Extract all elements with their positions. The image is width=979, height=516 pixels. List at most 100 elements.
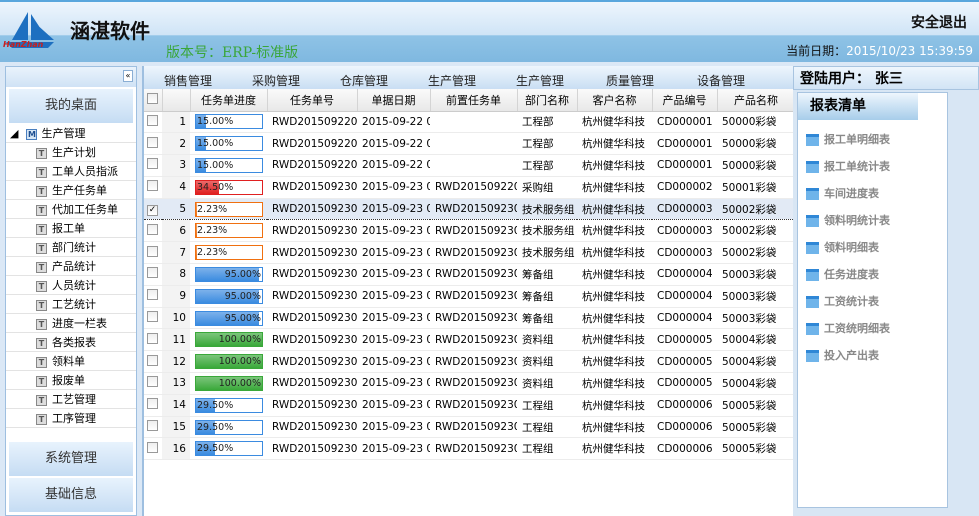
tab-5[interactable]: 质量管理 [605, 74, 654, 88]
report-item[interactable]: 工资统计表 [798, 288, 947, 315]
tree-item[interactable]: T 工单人员指派 [6, 162, 136, 181]
tree-item[interactable]: T 报废单 [6, 371, 136, 390]
column-header[interactable]: 任务单进度 [190, 89, 268, 112]
row-checkbox-cell[interactable] [144, 154, 162, 177]
row-checkbox[interactable] [147, 223, 158, 235]
select-all-checkbox[interactable] [147, 92, 159, 104]
table-row[interactable]: 13 100.00% RWD201509230062015-09-23 0...RW… [144, 372, 795, 395]
row-checkbox[interactable] [147, 136, 158, 148]
collapse-sidebar-button[interactable]: « [123, 70, 133, 82]
table-row[interactable]: 3 15.00% RWD201509220132015-09-22 0... 工程部杭… [144, 154, 795, 177]
calendar-icon [806, 242, 819, 254]
report-item[interactable]: 报工单统计表 [798, 153, 947, 180]
tree-item[interactable]: T 生产计划 [6, 143, 136, 162]
table-row[interactable]: 14 29.50% RWD201509230072015-09-23 0...RWD… [144, 394, 795, 417]
report-item[interactable]: 车间进度表 [798, 180, 947, 207]
row-checkbox[interactable] [147, 180, 158, 192]
tree-item[interactable]: T 领料单 [6, 352, 136, 371]
tree-item[interactable]: T 工艺管理 [6, 390, 136, 409]
row-checkbox-cell[interactable] [144, 176, 162, 199]
row-checkbox-cell[interactable] [144, 111, 162, 134]
tab-4[interactable]: 生产管理 [515, 74, 564, 88]
row-checkbox[interactable] [147, 354, 158, 366]
row-checkbox[interactable] [147, 420, 158, 432]
table-row[interactable]: 10 95.00% RWD201509230052015-09-23 0...RWD… [144, 307, 795, 330]
row-checkbox[interactable] [147, 332, 158, 344]
row-checkbox[interactable] [147, 376, 158, 388]
row-checkbox[interactable] [147, 441, 158, 453]
tab-3[interactable]: 生产管理 [427, 74, 476, 88]
cell-code: CD000005 [652, 372, 717, 395]
row-checkbox[interactable] [147, 114, 158, 126]
table-row[interactable]: 16 29.50% RWD201509230072015-09-23 0...RWD… [144, 437, 795, 461]
row-checkbox-cell[interactable]: ✓ [144, 197, 162, 221]
row-checkbox[interactable] [147, 311, 158, 323]
table-row[interactable]: 12 100.00% RWD201509230062015-09-23 0...RW… [144, 350, 795, 374]
row-checkbox-cell[interactable] [144, 241, 162, 265]
tree-item[interactable]: T 进度一栏表 [6, 314, 136, 333]
row-number: 4 [162, 176, 190, 199]
table-row[interactable]: 7 2.23% RWD201509230042015-09-23 0...RWD20… [144, 241, 795, 265]
tree-item[interactable]: T 工序管理 [6, 409, 136, 428]
tree-item[interactable]: T 代加工任务单 [6, 200, 136, 219]
select-all-header[interactable] [144, 89, 163, 112]
table-row[interactable]: 11 100.00% RWD201509230062015-09-23 0...RW… [144, 328, 795, 352]
tree-item[interactable]: T 生产任务单 [6, 181, 136, 200]
tree-item[interactable]: T 各类报表 [6, 333, 136, 352]
column-header[interactable]: 前置任务单 [430, 89, 518, 112]
row-checkbox-cell[interactable] [144, 263, 162, 286]
tree-item[interactable]: T 部门统计 [6, 238, 136, 257]
table-row[interactable]: ✓ 5 2.23% RWD201509230042015-09-23 0...RWD2… [144, 197, 795, 221]
column-header[interactable]: 产品编号 [652, 89, 718, 112]
sidebar-basic-info-button[interactable]: 基础信息 [9, 478, 133, 512]
table-row[interactable]: 2 15.00% RWD201509220132015-09-22 0... 工程部杭… [144, 132, 795, 156]
row-checkbox-cell[interactable] [144, 219, 162, 243]
cell-name: 50003彩袋 [717, 263, 795, 286]
row-checkbox-cell[interactable] [144, 285, 162, 308]
row-checkbox[interactable]: ✓ [147, 204, 158, 216]
table-row[interactable]: 1 15.00% RWD201509220132015-09-22 0... 工程部杭… [144, 111, 795, 134]
report-item[interactable]: 领料明细表 [798, 234, 947, 261]
row-checkbox[interactable] [147, 158, 158, 170]
row-checkbox-cell[interactable] [144, 372, 162, 395]
tab-0[interactable]: 销售管理 [163, 74, 212, 88]
tree-item[interactable]: T 产品统计 [6, 257, 136, 276]
row-checkbox-cell[interactable] [144, 394, 162, 417]
row-checkbox-cell[interactable] [144, 328, 162, 352]
row-checkbox[interactable] [147, 398, 158, 410]
tab-2[interactable]: 仓库管理 [339, 74, 388, 88]
row-checkbox-cell[interactable] [144, 416, 162, 439]
report-item[interactable]: 领料明统计表 [798, 207, 947, 234]
table-row[interactable]: 8 95.00% RWD201509230052015-09-23 0...RWD2… [144, 263, 795, 286]
progress-text: 29.50% [197, 421, 234, 433]
table-row[interactable]: 15 29.50% RWD201509230072015-09-23 0...RWD… [144, 416, 795, 439]
row-checkbox-cell[interactable] [144, 350, 162, 374]
column-header[interactable]: 产品名称 [717, 89, 796, 112]
tab-1[interactable]: 采购管理 [251, 74, 300, 88]
tree-item[interactable]: T 工艺统计 [6, 295, 136, 314]
tree-root-production[interactable]: ◢ M 生产管理 [6, 125, 136, 143]
logout-button[interactable]: 安全退出 [911, 15, 967, 31]
row-checkbox[interactable] [147, 245, 158, 257]
column-header[interactable]: 单据日期 [357, 89, 431, 112]
column-header[interactable]: 任务单号 [267, 89, 358, 112]
sidebar-system-button[interactable]: 系统管理 [9, 442, 133, 476]
sidebar-desktop-button[interactable]: 我的桌面 [9, 89, 133, 123]
column-header[interactable]: 部门名称 [517, 89, 578, 112]
report-item[interactable]: 工资统明细表 [798, 315, 947, 342]
report-item[interactable]: 报工单明细表 [798, 126, 947, 153]
row-checkbox-cell[interactable] [144, 437, 162, 461]
table-row[interactable]: 4 34.50% RWD201509230032015-09-23 0...RWD2… [144, 176, 795, 199]
report-item[interactable]: 投入产出表 [798, 342, 947, 369]
tab-6[interactable]: 设备管理 [696, 74, 745, 88]
report-item[interactable]: 任务进度表 [798, 261, 947, 288]
row-checkbox-cell[interactable] [144, 132, 162, 156]
table-row[interactable]: 6 2.23% RWD201509230042015-09-23 0...RWD20… [144, 219, 795, 243]
tree-item[interactable]: T 人员统计 [6, 276, 136, 295]
row-checkbox-cell[interactable] [144, 307, 162, 330]
row-checkbox[interactable] [147, 289, 158, 301]
tree-item[interactable]: T 报工单 [6, 219, 136, 238]
column-header[interactable]: 客户名称 [577, 89, 653, 112]
row-checkbox[interactable] [147, 267, 158, 279]
table-row[interactable]: 9 95.00% RWD201509230052015-09-23 0...RWD2… [144, 285, 795, 308]
